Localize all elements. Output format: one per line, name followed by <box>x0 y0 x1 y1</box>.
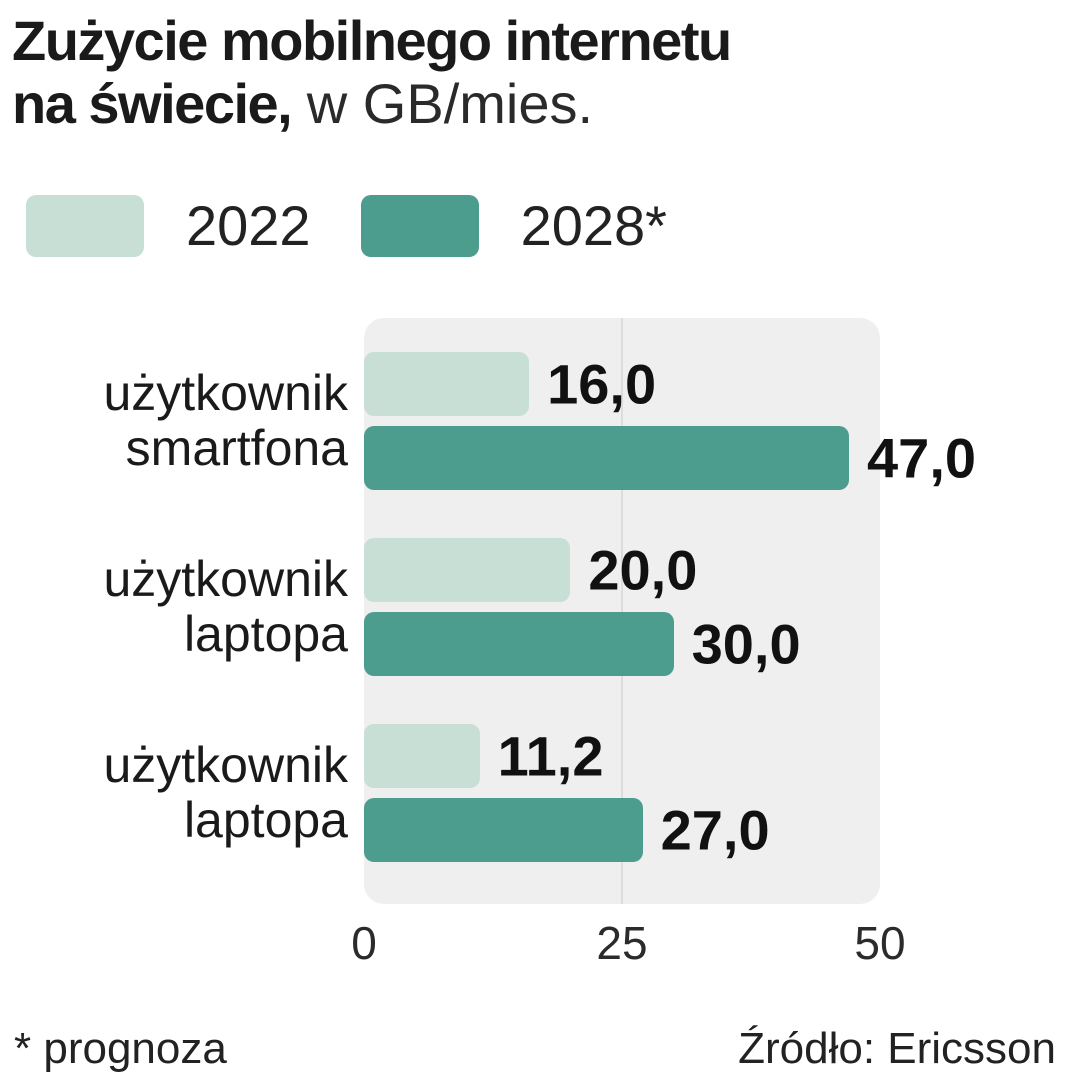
bar-line: 47,0 <box>364 426 976 491</box>
value-label: 47,0 <box>867 426 977 490</box>
legend-swatch-2028 <box>360 194 479 257</box>
chart-title: Zużycie mobilnego internetu na świecie, … <box>12 9 1058 136</box>
legend-swatch-2022 <box>26 194 144 257</box>
title-line-2: na świecie, w GB/mies. <box>12 71 1058 136</box>
title-unit-part: w GB/mies. <box>291 71 594 135</box>
legend-label-2028: 2028* <box>520 194 667 258</box>
bar-line: 16,0 <box>364 352 880 417</box>
footnote: * prognoza <box>14 1024 227 1074</box>
bar-line: 11,2 <box>364 724 880 789</box>
bar-line: 20,0 <box>364 538 880 603</box>
title-line-1: Zużycie mobilnego internetu <box>12 9 732 72</box>
x-axis: 0 25 50 <box>351 916 905 974</box>
value-label: 30,0 <box>691 612 801 676</box>
x-tick-25: 25 <box>596 917 648 970</box>
source-credit: Źródło: Ericsson <box>738 1024 1056 1074</box>
value-label: 20,0 <box>588 538 698 602</box>
footer: * prognoza Źródło: Ericsson <box>12 1024 1058 1074</box>
chart-row: użytkownik laptopa 20,0 30,0 <box>12 538 1058 677</box>
value-label: 11,2 <box>497 724 604 788</box>
value-label: 27,0 <box>660 798 770 862</box>
bar-2022 <box>364 352 530 417</box>
legend-item-2022: 2022 <box>26 193 311 258</box>
category-label: użytkownik smartfona <box>103 365 348 477</box>
bar-chart: użytkownik smartfona 16,0 47,0 użytkownik lap… <box>12 318 1058 978</box>
value-label: 16,0 <box>547 352 657 416</box>
category-label: użytkownik laptopa <box>103 551 348 663</box>
bar-line: 27,0 <box>364 798 880 863</box>
legend: 2022 2028* <box>26 193 1058 258</box>
chart-row: użytkownik laptopa 11,2 27,0 <box>12 724 1058 863</box>
category-bars: 20,0 30,0 <box>364 538 880 677</box>
bar-2028 <box>364 798 643 863</box>
gridline-25 <box>621 318 623 905</box>
title-bold-part: na świecie, <box>12 71 293 135</box>
bar-2022 <box>364 538 571 603</box>
bar-line: 30,0 <box>364 612 880 677</box>
chart-row: użytkownik smartfona 16,0 47,0 <box>12 352 1058 491</box>
category-bars: 16,0 47,0 <box>364 352 976 491</box>
bar-2022 <box>364 724 480 789</box>
x-tick-0: 0 <box>351 917 377 970</box>
chart-rows: użytkownik smartfona 16,0 47,0 użytkownik lap… <box>12 318 1058 863</box>
x-tick-50: 50 <box>854 917 906 970</box>
category-label: użytkownik laptopa <box>103 737 348 849</box>
bar-2028 <box>364 612 674 677</box>
legend-item-2028: 2028* <box>360 193 667 258</box>
bar-2028 <box>364 426 850 491</box>
category-bars: 11,2 27,0 <box>364 724 880 863</box>
legend-label-2022: 2022 <box>186 194 311 258</box>
